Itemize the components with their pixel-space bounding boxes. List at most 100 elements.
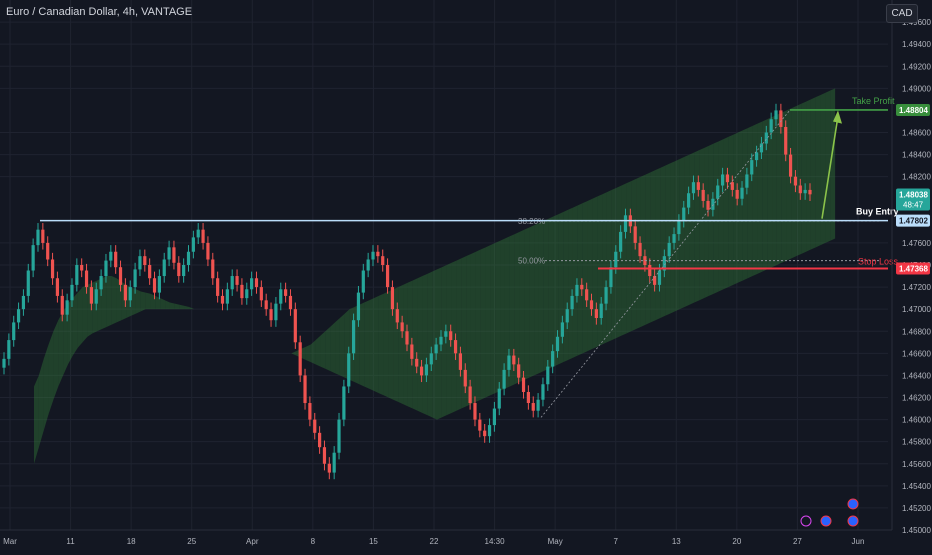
candle xyxy=(740,187,744,199)
price-tag-label: 1.48804 xyxy=(899,106,928,115)
candle xyxy=(769,119,773,133)
candle xyxy=(138,256,142,270)
cloud-segment xyxy=(359,302,365,387)
cloud-segment xyxy=(58,311,64,387)
cloud-segment xyxy=(480,247,486,400)
candle xyxy=(60,295,64,315)
cloud-segment xyxy=(621,183,627,336)
news-event-icon[interactable] xyxy=(847,498,859,510)
flash-event-icon[interactable] xyxy=(800,515,812,527)
time-axis-tick: Jun xyxy=(852,537,865,546)
candle xyxy=(653,276,657,285)
cloud-segment xyxy=(160,298,166,310)
cloud-segment xyxy=(728,134,734,288)
cloud-segment xyxy=(135,289,141,314)
news-event-icon[interactable] xyxy=(847,515,859,527)
cloud-segment xyxy=(165,300,170,310)
cloud-segment xyxy=(34,375,39,464)
candle xyxy=(186,251,191,265)
price-axis-tick: 1.49600 xyxy=(902,18,931,27)
cloud-segment xyxy=(67,298,73,365)
candle xyxy=(784,126,788,155)
cloud-segment xyxy=(77,287,83,348)
candle xyxy=(206,242,210,260)
candle xyxy=(347,353,351,387)
candle xyxy=(575,284,579,296)
candle xyxy=(332,452,336,473)
cloud-segment xyxy=(398,284,404,405)
cloud-segment xyxy=(723,136,729,290)
currency-selector[interactable]: CAD xyxy=(886,4,918,23)
cloud-segment xyxy=(315,335,321,367)
cloud-segment xyxy=(514,231,520,385)
cloud-segment xyxy=(708,143,714,296)
candle xyxy=(191,237,195,252)
candle xyxy=(99,276,103,290)
candle xyxy=(405,331,409,345)
cloud-segment xyxy=(742,128,748,281)
candle xyxy=(104,260,108,277)
candle xyxy=(84,270,89,288)
cloud-segment xyxy=(650,170,656,323)
price-tag-label: 1.48038 xyxy=(899,191,928,200)
candle xyxy=(585,289,589,301)
candle xyxy=(376,251,380,257)
candle xyxy=(385,265,390,288)
candle xyxy=(570,295,574,310)
candle xyxy=(337,419,341,453)
price-tag xyxy=(896,262,930,275)
price-axis-tick: 1.47000 xyxy=(902,305,931,314)
target-arrow-head xyxy=(833,110,842,124)
cloud-segment xyxy=(655,167,661,321)
candle xyxy=(298,342,302,376)
candle xyxy=(182,265,186,277)
candle xyxy=(682,207,686,221)
cloud-segment xyxy=(582,200,588,354)
cloud-segment xyxy=(500,238,505,391)
candle xyxy=(633,226,637,243)
news-event-icon[interactable] xyxy=(820,515,832,527)
candle xyxy=(546,366,550,385)
cloud-segment xyxy=(820,92,826,246)
candle xyxy=(50,259,55,279)
candle xyxy=(468,386,472,404)
candle xyxy=(701,189,705,201)
cloud-segment xyxy=(543,218,549,371)
time-axis-tick: 22 xyxy=(430,537,439,546)
cloud-segment xyxy=(830,88,836,241)
take-profit-label: Take Profit xyxy=(852,96,895,106)
cloud-segment xyxy=(563,209,569,363)
cloud-segment xyxy=(106,276,112,327)
time-axis-tick: 27 xyxy=(793,537,802,546)
price-axis-tick: 1.46800 xyxy=(902,327,931,336)
candle xyxy=(322,447,327,464)
candle xyxy=(342,386,346,420)
cloud-segment xyxy=(733,132,739,285)
price-axis-tick: 1.46400 xyxy=(902,371,931,380)
candle xyxy=(721,174,725,186)
cloud-segment xyxy=(339,313,345,378)
candle xyxy=(7,340,11,359)
candle xyxy=(526,391,530,404)
price-axis-tick: 1.46600 xyxy=(902,349,931,358)
cloud-segment xyxy=(169,302,175,310)
candle xyxy=(439,336,443,345)
time-axis-tick: 14:30 xyxy=(485,537,506,546)
cloud-segment xyxy=(747,125,753,279)
time-axis-tick: 20 xyxy=(732,537,741,546)
candle xyxy=(614,251,618,268)
price-axis-tick: 1.48400 xyxy=(902,151,931,160)
candle xyxy=(371,251,375,260)
candle xyxy=(410,344,414,359)
cloud-segment xyxy=(738,130,743,283)
candle xyxy=(788,154,793,177)
candle xyxy=(619,231,623,252)
candle xyxy=(487,425,492,437)
candle xyxy=(162,259,166,277)
price-axis-tick: 1.49200 xyxy=(902,62,931,71)
candle xyxy=(555,336,560,352)
price-axis-tick: 1.45000 xyxy=(902,526,931,535)
candle xyxy=(449,331,453,341)
